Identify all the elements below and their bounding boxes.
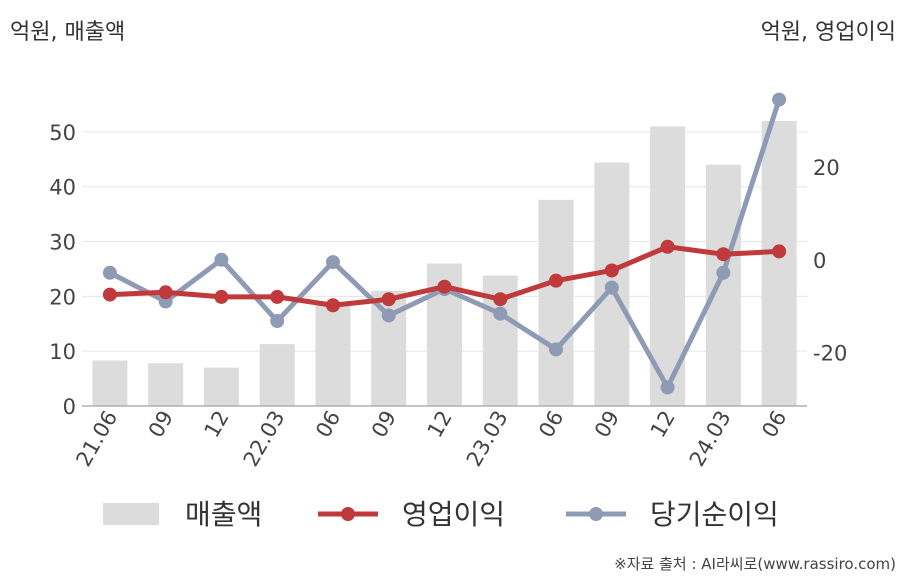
series-point bbox=[660, 380, 675, 395]
right-axis-unit: 억원, 영업이익 bbox=[760, 20, 896, 45]
x-tick-label: 06 bbox=[757, 407, 791, 442]
revenue-bar bbox=[92, 360, 128, 406]
x-tick-label: 12 bbox=[200, 407, 234, 442]
series-point bbox=[102, 287, 117, 302]
revenue-bar bbox=[761, 120, 797, 407]
revenue-bar bbox=[259, 344, 295, 406]
series-point bbox=[549, 342, 564, 357]
left-axis-unit: 억원, 매출액 bbox=[10, 20, 126, 45]
x-tick-label: 12 bbox=[646, 407, 680, 442]
revenue-bar bbox=[538, 199, 574, 406]
source-note: ※자료 출처 : AI라씨로(www.rassiro.com) bbox=[614, 555, 896, 573]
series-point bbox=[549, 273, 564, 288]
revenue-bars bbox=[92, 120, 797, 407]
revenue-bar bbox=[148, 363, 184, 406]
series-point bbox=[493, 292, 508, 307]
series-point bbox=[437, 279, 452, 294]
right-tick-label: -20 bbox=[813, 342, 847, 366]
x-tick-label: 23.03 bbox=[462, 407, 513, 471]
left-tick-label: 40 bbox=[49, 176, 76, 200]
legend-label-net: 당기순이익 bbox=[650, 498, 779, 531]
x-tick-label: 12 bbox=[423, 407, 457, 442]
legend-label-revenue: 매출액 bbox=[185, 498, 262, 531]
series-point bbox=[325, 255, 340, 270]
series-point bbox=[381, 308, 396, 323]
series-point bbox=[214, 289, 229, 304]
legend-swatch-revenue bbox=[103, 503, 159, 525]
right-tick-label: 20 bbox=[813, 156, 840, 180]
series-point bbox=[604, 280, 619, 295]
series-point bbox=[493, 306, 508, 321]
left-tick-label: 10 bbox=[49, 340, 76, 364]
x-tick-label: 09 bbox=[144, 407, 178, 442]
legend-marker-operating bbox=[341, 507, 355, 521]
series-point bbox=[102, 265, 117, 280]
left-tick-label: 50 bbox=[49, 121, 76, 145]
right-tick-label: 0 bbox=[813, 249, 826, 273]
left-tick-label: 20 bbox=[49, 285, 76, 309]
x-tick-label: 24.03 bbox=[685, 407, 736, 471]
left-tick-label: 30 bbox=[49, 231, 76, 255]
series-point bbox=[604, 263, 619, 278]
series-point bbox=[214, 252, 229, 267]
x-tick-label: 06 bbox=[534, 407, 568, 442]
series-point bbox=[158, 285, 173, 300]
x-tick-label: 21.06 bbox=[71, 407, 122, 471]
series-point bbox=[381, 292, 396, 307]
series-point bbox=[270, 289, 285, 304]
series-point bbox=[716, 265, 731, 280]
series-point bbox=[772, 92, 787, 107]
series-point bbox=[270, 314, 285, 329]
series-point bbox=[325, 298, 340, 313]
legend-label-operating: 영업이익 bbox=[402, 498, 505, 531]
x-tick-label: 09 bbox=[590, 407, 624, 442]
revenue-bar bbox=[203, 367, 239, 406]
series-point bbox=[660, 239, 675, 254]
revenue-bar bbox=[705, 164, 741, 406]
left-tick-label: 0 bbox=[63, 395, 76, 419]
series-point bbox=[772, 244, 787, 259]
legend: 매출액 영업이익 당기순이익 bbox=[103, 498, 779, 531]
profit-lines bbox=[102, 92, 787, 395]
revenue-bar bbox=[315, 303, 351, 406]
series-point bbox=[716, 247, 731, 262]
legend-marker-net bbox=[589, 507, 603, 521]
x-tick-label: 22.03 bbox=[239, 407, 290, 471]
x-tick-label: 06 bbox=[311, 407, 345, 442]
x-tick-label: 09 bbox=[367, 407, 401, 442]
